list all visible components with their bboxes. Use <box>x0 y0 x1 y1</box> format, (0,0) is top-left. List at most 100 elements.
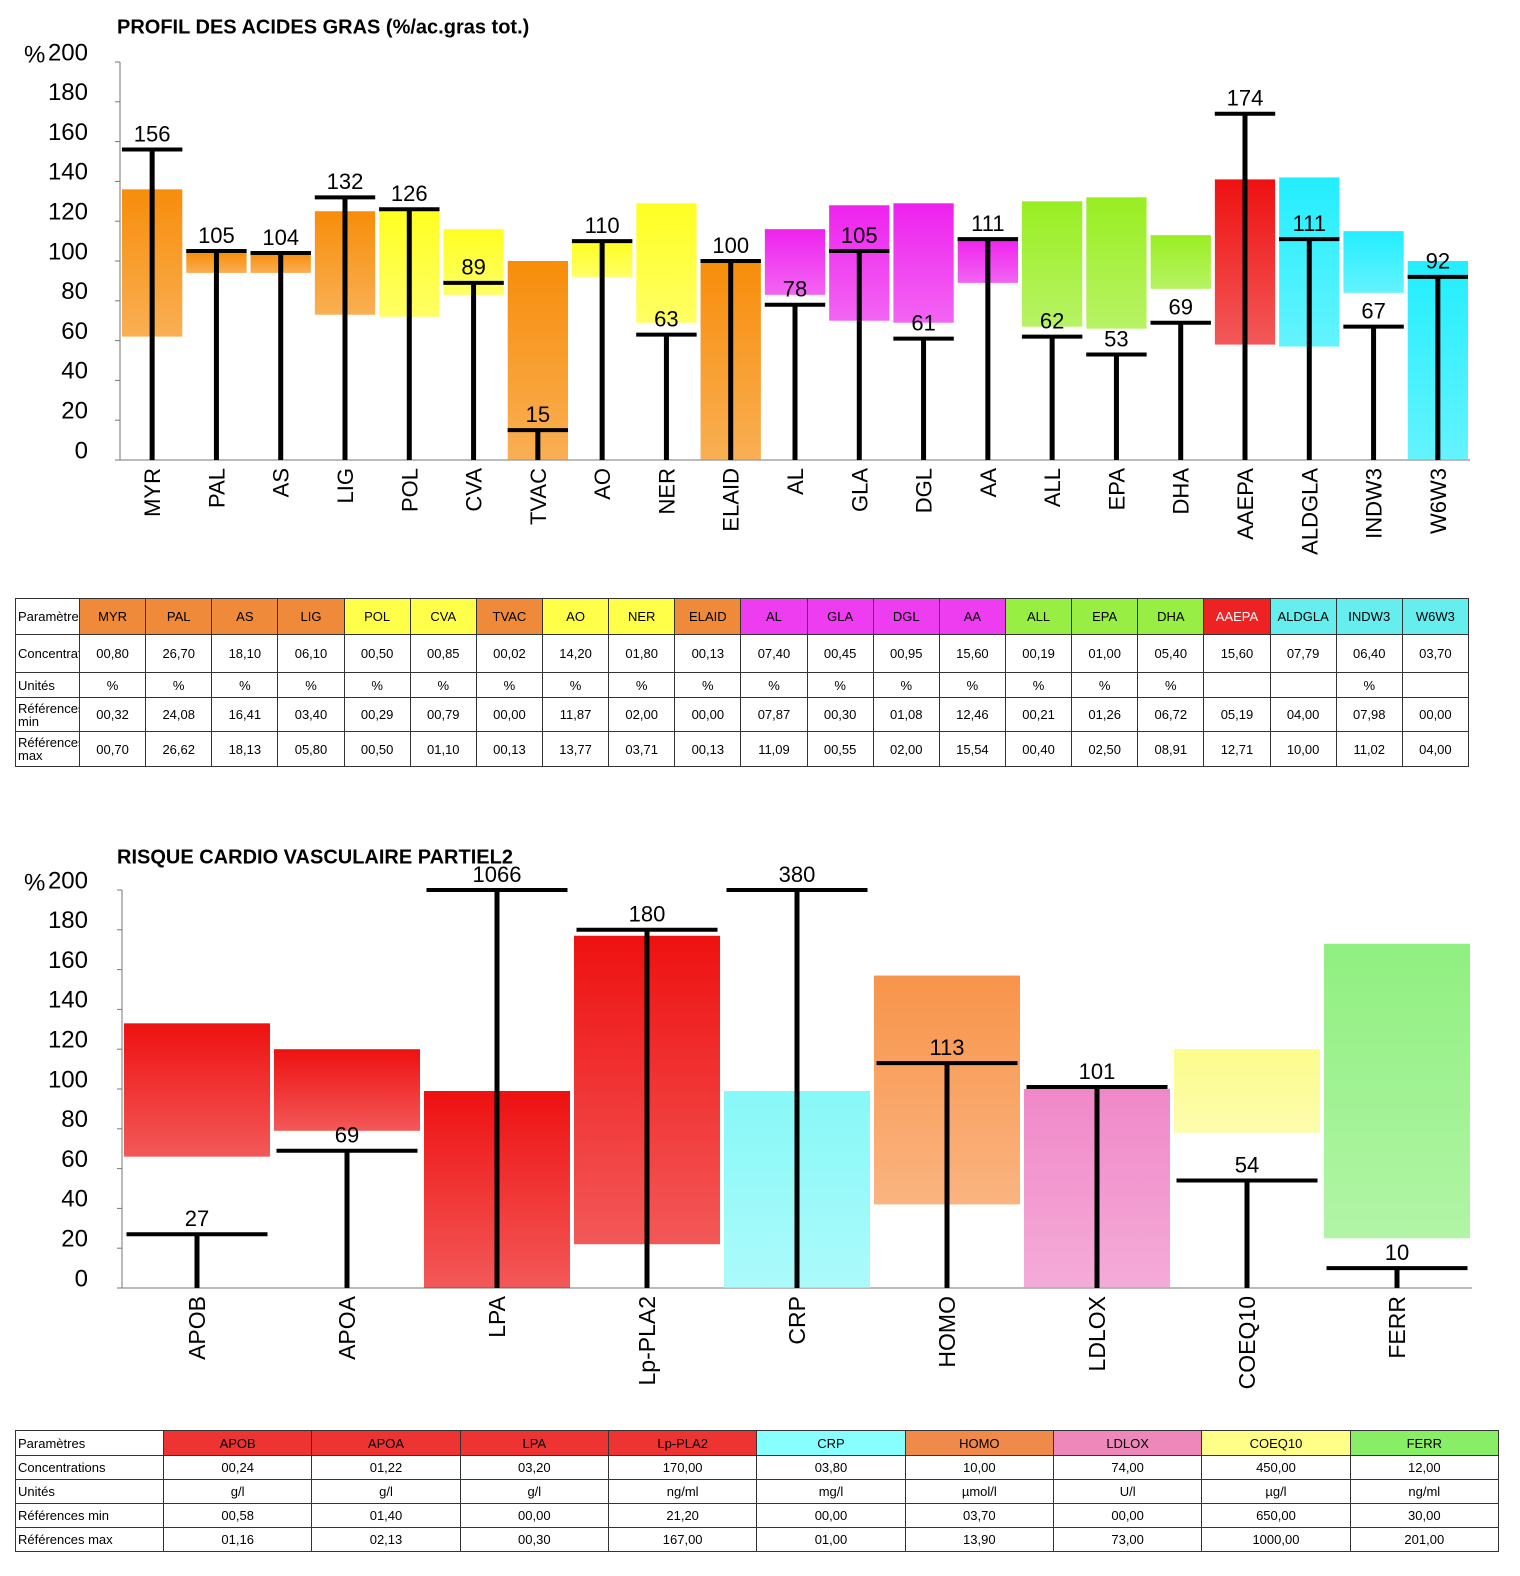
table-cell: 02,00 <box>608 697 676 732</box>
table-cell: 00,21 <box>1004 697 1073 732</box>
x-tick-label: LIG <box>333 468 358 503</box>
column-header: NER <box>608 598 676 635</box>
table-cell: 11,02 <box>1335 731 1403 767</box>
reference-range <box>1174 1049 1320 1133</box>
table-cell: % <box>277 672 345 698</box>
y-tick-label: 80 <box>61 1106 88 1133</box>
value-label: 1066 <box>473 862 522 887</box>
y-tick-label: 60 <box>61 1146 88 1173</box>
row-label: Références max <box>15 1527 164 1552</box>
table-cell: 00,02 <box>475 634 543 673</box>
table-cell: 02,50 <box>1071 731 1139 767</box>
table-cell: 07,40 <box>740 634 808 673</box>
table-cell: 04,00 <box>1269 697 1337 732</box>
table-cell: 01,00 <box>1071 634 1139 673</box>
x-tick-label: AS <box>269 468 294 497</box>
table-cell: 03,71 <box>608 731 676 767</box>
reference-range <box>1324 943 1470 1239</box>
row-label: Paramètres <box>15 1430 164 1456</box>
table-cell: 00,13 <box>674 634 742 673</box>
table-cell: 00,79 <box>409 697 477 732</box>
value-label: 61 <box>911 310 935 335</box>
table-cell: 01,10 <box>409 731 477 767</box>
table-cell: 170,00 <box>607 1455 758 1480</box>
value-label: 78 <box>783 277 807 302</box>
table-cell: 11,87 <box>541 697 610 732</box>
table-cell: mg/l <box>756 1479 906 1504</box>
table-cell: 74,00 <box>1052 1455 1203 1480</box>
table-row: Unités g/l g/l g/l ng/ml mg/l µmol/l U/l µg/l ng/… <box>15 1479 1499 1504</box>
x-tick-label: MYR <box>140 468 165 517</box>
row-label: Concentrations <box>15 1455 164 1480</box>
x-tick-label: NER <box>654 468 679 514</box>
value-label: 104 <box>262 225 299 250</box>
table-cell: 03,80 <box>756 1455 906 1480</box>
table-cell: 14,20 <box>541 634 610 673</box>
column-header: TVAC <box>475 598 543 635</box>
table-cell: 00,80 <box>78 634 147 673</box>
y-tick-label: 100 <box>48 238 88 265</box>
column-header: COEQ10 <box>1201 1430 1351 1456</box>
table-cell: 07,98 <box>1335 697 1403 732</box>
table-cell: 03,70 <box>1401 634 1469 673</box>
table-cell: 12,71 <box>1203 731 1271 767</box>
table-cell: 167,00 <box>607 1527 758 1552</box>
reference-range <box>1343 231 1404 293</box>
table-cell: % <box>211 672 279 698</box>
column-header: W6W3 <box>1401 598 1469 635</box>
y-tick-label: 100 <box>48 1066 88 1093</box>
table-row: Références min 00,58 01,40 00,00 21,20 00,00 0… <box>15 1503 1499 1528</box>
y-tick-label: 180 <box>48 79 88 106</box>
table-cell <box>1269 672 1337 698</box>
x-tick-label: GLA <box>847 468 872 512</box>
table-cell: 01,16 <box>162 1527 313 1552</box>
table-row: Unités%%%%%%%%%%%%%%%%%% <box>15 672 1469 698</box>
table-cell: 01,08 <box>872 697 940 732</box>
table-cell: 15,60 <box>938 634 1006 673</box>
table-cell: g/l <box>311 1479 461 1504</box>
column-header: ALDGLA <box>1269 598 1337 635</box>
column-header: CRP <box>756 1430 906 1456</box>
table-cell: 02,00 <box>872 731 940 767</box>
table-cell: 00,13 <box>674 731 742 767</box>
column-header: APOA <box>311 1430 461 1456</box>
table-cell: 13,77 <box>541 731 610 767</box>
y-tick-label: 140 <box>48 159 88 186</box>
x-tick-label: ALDGLA <box>1297 468 1322 555</box>
x-tick-label: EPA <box>1104 468 1129 511</box>
y-tick-label: 20 <box>61 1226 88 1253</box>
table-cell: % <box>541 672 610 698</box>
column-header: AAEPA <box>1203 598 1271 635</box>
table-cell: 00,85 <box>409 634 477 673</box>
table-cell: 01,40 <box>311 1503 461 1528</box>
x-tick-label: ALL <box>1040 468 1065 507</box>
column-header: FERR <box>1349 1430 1499 1456</box>
row-label: Concentrations <box>15 634 80 673</box>
value-label: 126 <box>391 181 428 206</box>
table-row: Concentrations00,8026,7018,1006,1000,500… <box>15 634 1469 673</box>
table-cell: 21,20 <box>607 1503 758 1528</box>
table-cell: 01,22 <box>311 1455 461 1480</box>
x-tick-label: COEQ10 <box>1234 1296 1260 1389</box>
table-cell: 24,08 <box>145 697 213 732</box>
table-cell: 00,29 <box>343 697 411 732</box>
x-tick-label: LPA <box>484 1295 510 1337</box>
table-cell: 00,24 <box>162 1455 313 1480</box>
table-cell: g/l <box>162 1479 313 1504</box>
row-label: Références min <box>15 697 80 732</box>
reference-range <box>893 203 954 323</box>
table-cell: 03,70 <box>904 1503 1054 1528</box>
x-tick-label: POL <box>397 468 422 512</box>
x-tick-label: TVAC <box>526 468 551 525</box>
table-cell: 04,00 <box>1401 731 1469 767</box>
x-tick-label: INDW3 <box>1362 468 1387 539</box>
table-cell: % <box>1137 672 1205 698</box>
x-tick-label: CRP <box>784 1296 810 1345</box>
column-header: AS <box>211 598 279 635</box>
table-cell: 12,00 <box>1349 1455 1499 1480</box>
table-cell: % <box>343 672 411 698</box>
value-label: 156 <box>134 121 171 146</box>
value-label: 100 <box>712 233 749 258</box>
value-label: 101 <box>1079 1059 1116 1084</box>
